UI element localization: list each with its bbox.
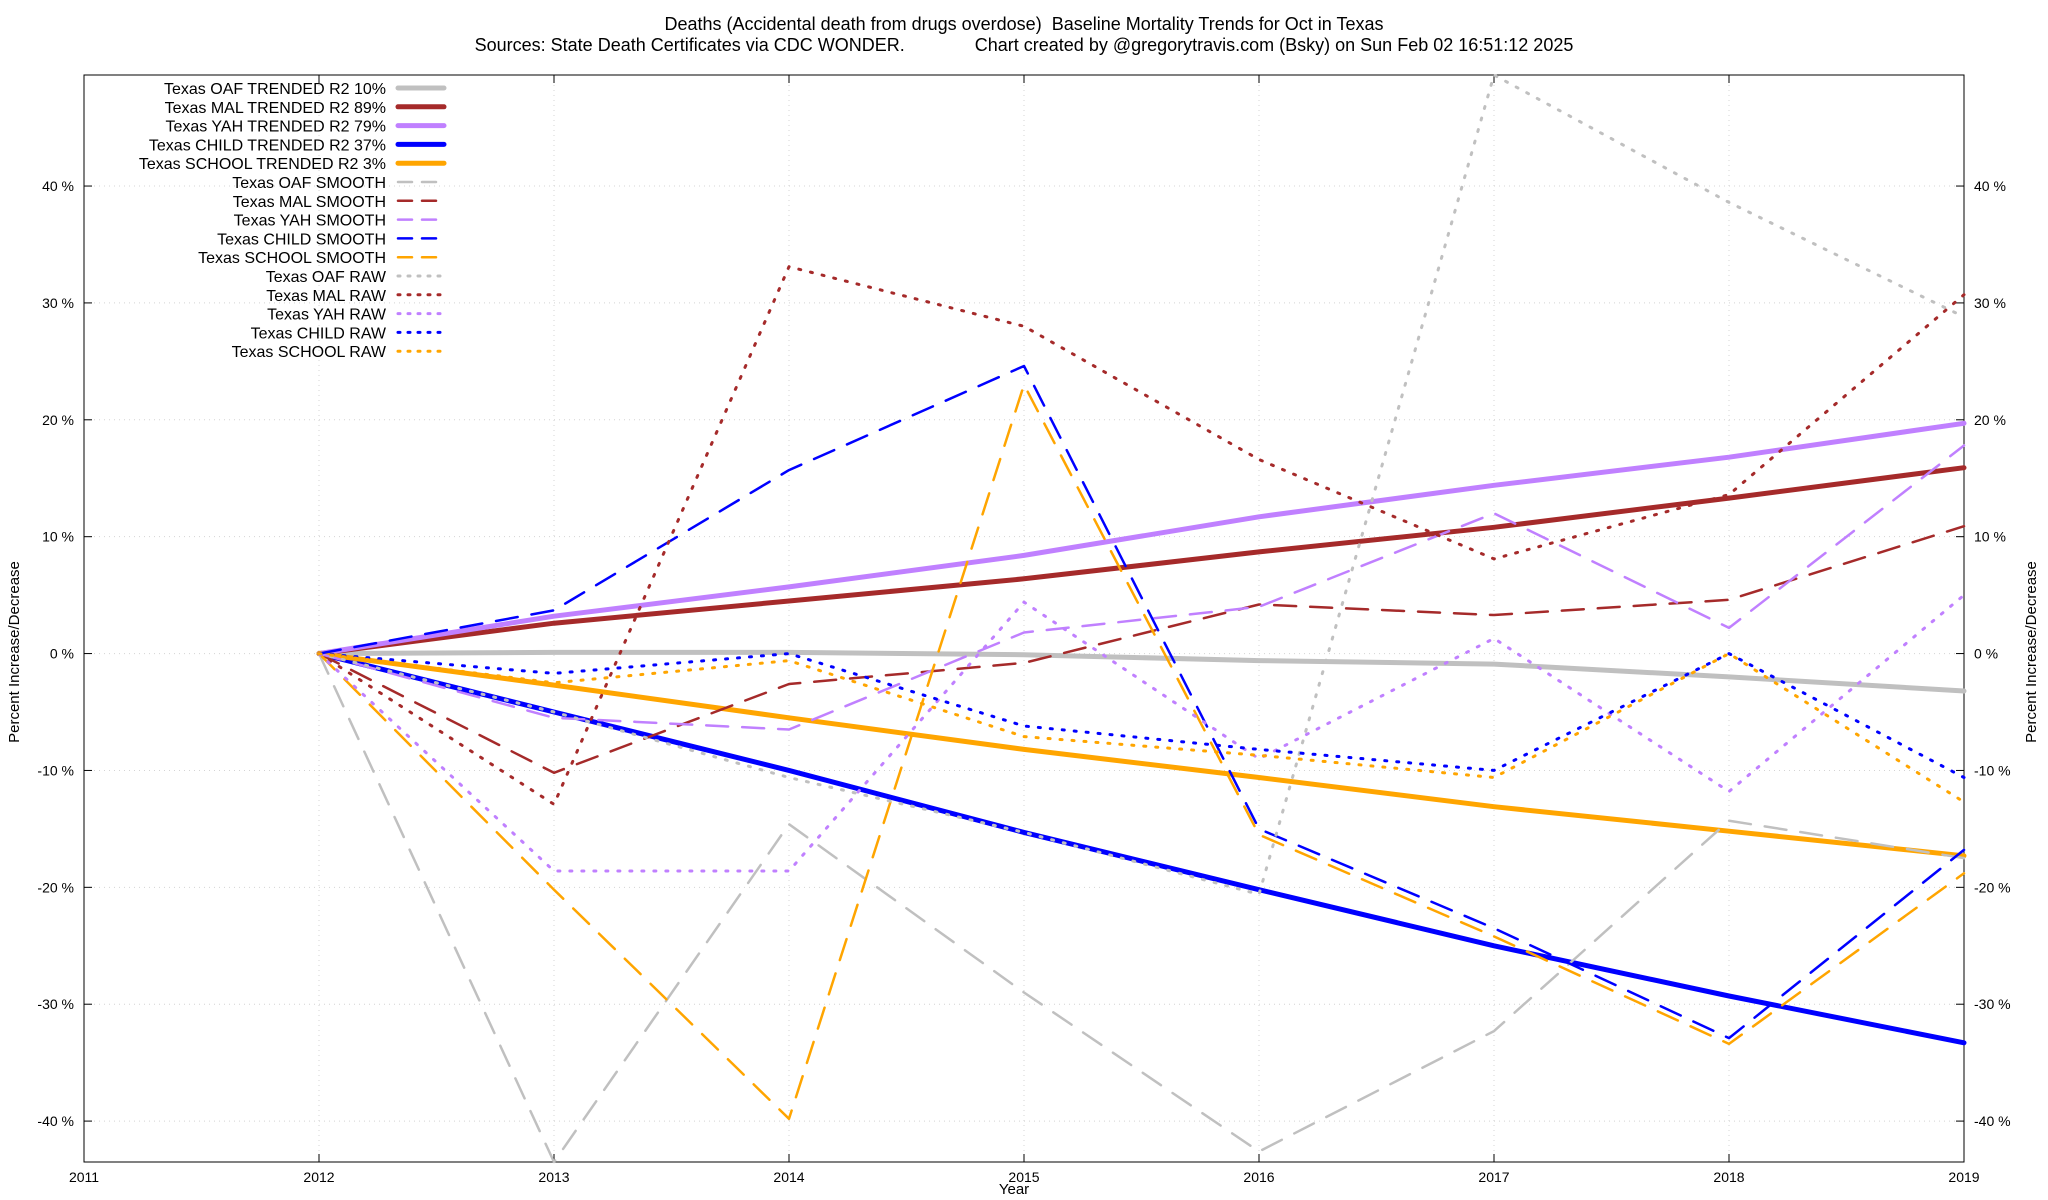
x-tick-label: 2018 (1713, 1169, 1744, 1185)
legend-label: Texas SCHOOL SMOOTH (198, 250, 386, 267)
x-tick-label: 2011 (69, 1169, 99, 1185)
legend-label: Texas YAH SMOOTH (234, 213, 386, 230)
x-tick-label: 2019 (1948, 1169, 1979, 1185)
y-tick-label-right: 40 % (1974, 178, 2006, 194)
series-line-texas-mal-trended-r2-89 (316, 465, 1967, 657)
series-line-texas-yah-smooth (317, 444, 1966, 731)
y-tick-label-right: -20 % (1974, 879, 2011, 895)
y-tick-label-right: -30 % (1974, 996, 2011, 1012)
y-axis-label-right: Percent Increase/Decrease (2023, 561, 2040, 743)
series-line-texas-child-raw (317, 652, 1966, 779)
series-line-texas-school-smooth (317, 383, 1966, 1121)
y-tick-label-left: -20 % (37, 879, 74, 895)
series-line-texas-yah-raw (317, 593, 1966, 873)
legend-label: Texas MAL TRENDED R2 89% (165, 100, 386, 117)
y-axis-label-left: Percent Increase/Decrease (6, 561, 23, 743)
series-line-texas-school-raw (317, 652, 1966, 804)
series-line-texas-child-smooth (317, 364, 1966, 1040)
legend-label: Texas OAF SMOOTH (232, 175, 386, 192)
y-tick-label-right: 20 % (1974, 412, 2006, 428)
legend-label: Texas CHILD RAW (251, 325, 387, 342)
legend-label: Texas YAH RAW (267, 307, 387, 324)
axes: 2011 2012 2013 2014 2015 2016 2017 2018 2019 -40 … (37, 74, 2011, 1185)
y-tick-label-left: -40 % (37, 1113, 74, 1129)
series-lines (316, 73, 1967, 1164)
series-line-texas-school-trended-r2-3 (316, 651, 1967, 859)
legend-label: Texas CHILD SMOOTH (217, 231, 386, 248)
y-tick-label-left: 10 % (42, 529, 74, 545)
legend-label: Texas OAF TRENDED R2 10% (164, 81, 386, 98)
series-line-texas-oaf-smooth (317, 652, 1966, 1164)
legend-label: Texas MAL SMOOTH (233, 194, 386, 211)
y-tick-label-left: 0 % (50, 646, 74, 662)
y-tick-label-right: -10 % (1974, 762, 2011, 778)
legend-label: Texas SCHOOL RAW (232, 344, 387, 361)
y-tick-label-right: 10 % (1974, 529, 2006, 545)
y-tick-label-left: 20 % (42, 412, 74, 428)
legend-label: Texas MAL RAW (266, 288, 387, 305)
legend-label: Texas SCHOOL TRENDED R2 3% (139, 156, 386, 173)
x-tick-label: 2012 (303, 1169, 334, 1185)
y-tick-label-right: 0 % (1974, 646, 1998, 662)
x-tick-label: 2015 (1008, 1169, 1039, 1185)
x-tick-label: 2016 (1243, 1169, 1274, 1185)
y-tick-label-left: -30 % (37, 996, 74, 1012)
y-tick-label-left: -10 % (37, 762, 74, 778)
x-axis-label: Year (999, 1181, 1029, 1198)
series-line-texas-mal-smooth (317, 524, 1966, 775)
legend-label: Texas CHILD TRENDED R2 37% (149, 137, 386, 154)
legend-label: Texas OAF RAW (266, 269, 387, 286)
series-line-texas-oaf-raw (317, 73, 1966, 896)
x-tick-label: 2013 (538, 1169, 569, 1185)
y-tick-label-left: 30 % (42, 295, 74, 311)
legend: Texas OAF TRENDED R2 10% Texas MAL TRENDE… (139, 81, 447, 361)
x-tick-label: 2014 (773, 1169, 804, 1185)
y-tick-label-left: 40 % (42, 178, 74, 194)
chart-subtitle: Sources: State Death Certificates via CD… (474, 35, 1574, 55)
y-tick-label-right: 30 % (1974, 295, 2006, 311)
series-line-texas-oaf-trended-r2-10 (316, 649, 1967, 694)
y-tick-label-right: -40 % (1974, 1113, 2011, 1129)
series-line-texas-mal-raw (317, 265, 1966, 806)
x-tick-label: 2017 (1478, 1169, 1509, 1185)
series-line-texas-child-trended-r2-37 (316, 651, 1967, 1046)
legend-label: Texas YAH TRENDED R2 79% (165, 119, 386, 136)
chart-title: Deaths (Accidental death from drugs over… (664, 14, 1384, 34)
series-line-texas-yah-trended-r2-79 (316, 420, 1967, 657)
